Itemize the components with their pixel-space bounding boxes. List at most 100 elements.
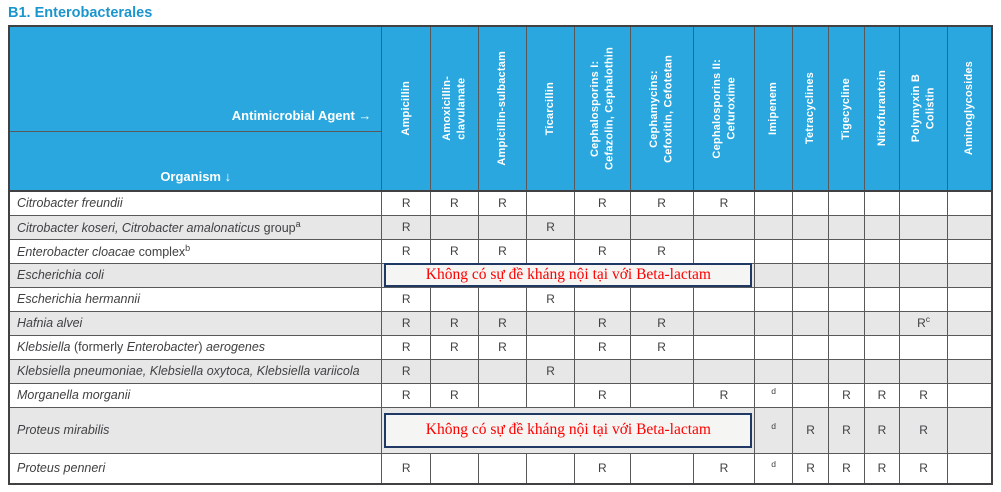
resistance-cell [754,214,793,240]
organism-cell: Citrobacter koseri, Citrobacter amalonat… [8,214,383,240]
resistance-cell [791,286,830,312]
organism-name-segment: Proteus penneri [17,461,106,476]
resistance-cell [863,286,901,312]
resistance-cell: R [629,238,694,264]
column-header: Ampicillin-sulbactam [477,25,528,192]
table-row: Enterobacter cloacae complexb R R R R R [8,238,993,264]
resistance-cell [477,382,528,408]
resistance-cell [946,214,993,240]
table-row: Citrobacter freundii R R R R R R [8,190,993,216]
resistance-cell [573,214,631,240]
resistance-cell [791,358,830,384]
organism-cell: Enterobacter cloacae complexb [8,238,383,264]
resistance-cell: d [754,382,793,408]
resistance-cell [791,214,830,240]
resistance-cell [863,214,901,240]
resistance-cell [863,262,901,288]
column-header: Cephalosporins I: Cefazolin, Cephalothin [573,25,631,192]
resistance-cell [526,334,575,360]
organism-name-segment: Morganella morganii [17,388,131,402]
resistance-cell: R [573,334,631,360]
resistance-cell [946,238,993,264]
organism-cell: Escherichia coli [8,262,383,288]
resistance-cell [692,358,756,384]
resistance-cell [946,190,993,216]
organism-name-segment: Enterobacter cloacae [17,245,136,260]
resistance-cell: R [573,310,631,336]
resistance-cell: R [828,382,865,408]
resistance-cell [430,452,479,485]
resistance-cell [526,190,575,216]
resistance-cell [828,214,865,240]
resistance-cell: R [791,406,830,454]
table-title: B1. Enterobacterales [8,5,153,21]
resistance-cell [526,238,575,264]
resistance-cell: R [477,190,528,216]
organism-name-segment: Citrobacter koseri, Citrobacter amalonat… [17,221,261,236]
resistance-cell [946,334,993,360]
column-header-label: Polymyxin B Colistin [910,74,937,143]
resistance-cell [754,238,793,264]
column-header: Tetracyclines [791,25,830,192]
organism-name-segment: Klebsiella [17,340,71,354]
resistance-cell: R [381,214,432,240]
resistance-cell: R [573,238,631,264]
beta-lactam-overlay-cell: Không có sự đề kháng nội tại với Beta-la… [381,406,756,454]
column-header-label: Cephalosporins II: Cefuroxime [710,58,737,159]
no-intrinsic-resistance-note: Không có sự đề kháng nội tại với Beta-la… [384,412,753,448]
resistance-cell [477,286,528,312]
resistance-cell [828,286,865,312]
no-intrinsic-resistance-note: Không có sự đề kháng nội tại với Beta-la… [384,262,753,287]
antimicrobial-agent-label: Antimicrobial Agent → [231,108,372,123]
footnote-superscript: c [925,314,930,324]
organism-name-segment: group [260,221,296,236]
column-header-label: Cephamycins: Cefoxitin, Cefotetan [648,54,675,163]
organism-footnote-superscript: b [185,242,191,253]
resistance-cell [863,310,901,336]
resistance-cell: R [477,334,528,360]
resistance-cell [754,190,793,216]
resistance-cell [899,358,948,384]
resistance-cell: R [899,382,948,408]
resistance-cell: R [526,358,575,384]
resistance-cell: R [381,452,432,485]
column-header: Ampicillin [381,25,432,192]
resistance-cell: R [629,310,694,336]
column-header-label: Ampicillin [400,81,413,136]
organism-name-segment: Klebsiella pneumoniae, Klebsiella oxytoc… [17,364,360,378]
column-header-label: Cephalosporins I: Cefazolin, Cephalothin [589,47,616,170]
resistance-cell [828,238,865,264]
resistance-cell: R [629,334,694,360]
resistance-cell: R [430,334,479,360]
resistance-cell [754,286,793,312]
resistance-cell: R [573,190,631,216]
table-row: Hafnia alvei R R R R R Rc [8,310,993,336]
resistance-cell [946,452,993,485]
table-row: Klebsiella pneumoniae, Klebsiella oxytoc… [8,358,993,384]
resistance-cell [828,190,865,216]
corner-header-cell: Antimicrobial Agent → Organism ↓ [8,25,383,192]
resistance-cell [629,382,694,408]
resistance-cell: R [381,310,432,336]
resistance-cell [791,190,830,216]
resistance-cell: R [477,310,528,336]
resistance-cell: R [863,452,901,485]
column-header-label: Ampicillin-sulbactam [496,51,509,166]
resistance-cell [791,382,830,408]
antimicrobial-agent-header: Antimicrobial Agent → [10,28,382,132]
column-header: Polymyxin B Colistin [899,25,948,192]
resistance-cell: R [430,382,479,408]
organism-cell: Klebsiella pneumoniae, Klebsiella oxytoc… [8,358,383,384]
resistance-cell: R [381,190,432,216]
resistance-cell [754,334,793,360]
organism-name-segment: complex [135,245,186,260]
resistance-cell [863,358,901,384]
resistance-cell [754,262,793,288]
resistance-cell: d [754,452,793,485]
resistance-cell [899,286,948,312]
resistance-cell: R [381,358,432,384]
resistance-cell: R [629,190,694,216]
organism-name-segment: ) [198,340,206,354]
